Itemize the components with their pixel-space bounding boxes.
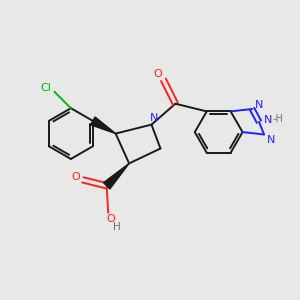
Text: N: N [264, 115, 272, 125]
Text: O: O [154, 70, 162, 80]
Text: -H: -H [272, 114, 283, 124]
Text: N: N [150, 113, 158, 123]
Text: Cl: Cl [40, 83, 52, 93]
Text: N: N [266, 135, 275, 145]
Text: O: O [72, 172, 81, 182]
Polygon shape [91, 117, 116, 134]
Text: O: O [107, 214, 116, 224]
Text: H: H [113, 222, 121, 232]
Polygon shape [103, 164, 129, 189]
Text: N: N [254, 100, 263, 110]
